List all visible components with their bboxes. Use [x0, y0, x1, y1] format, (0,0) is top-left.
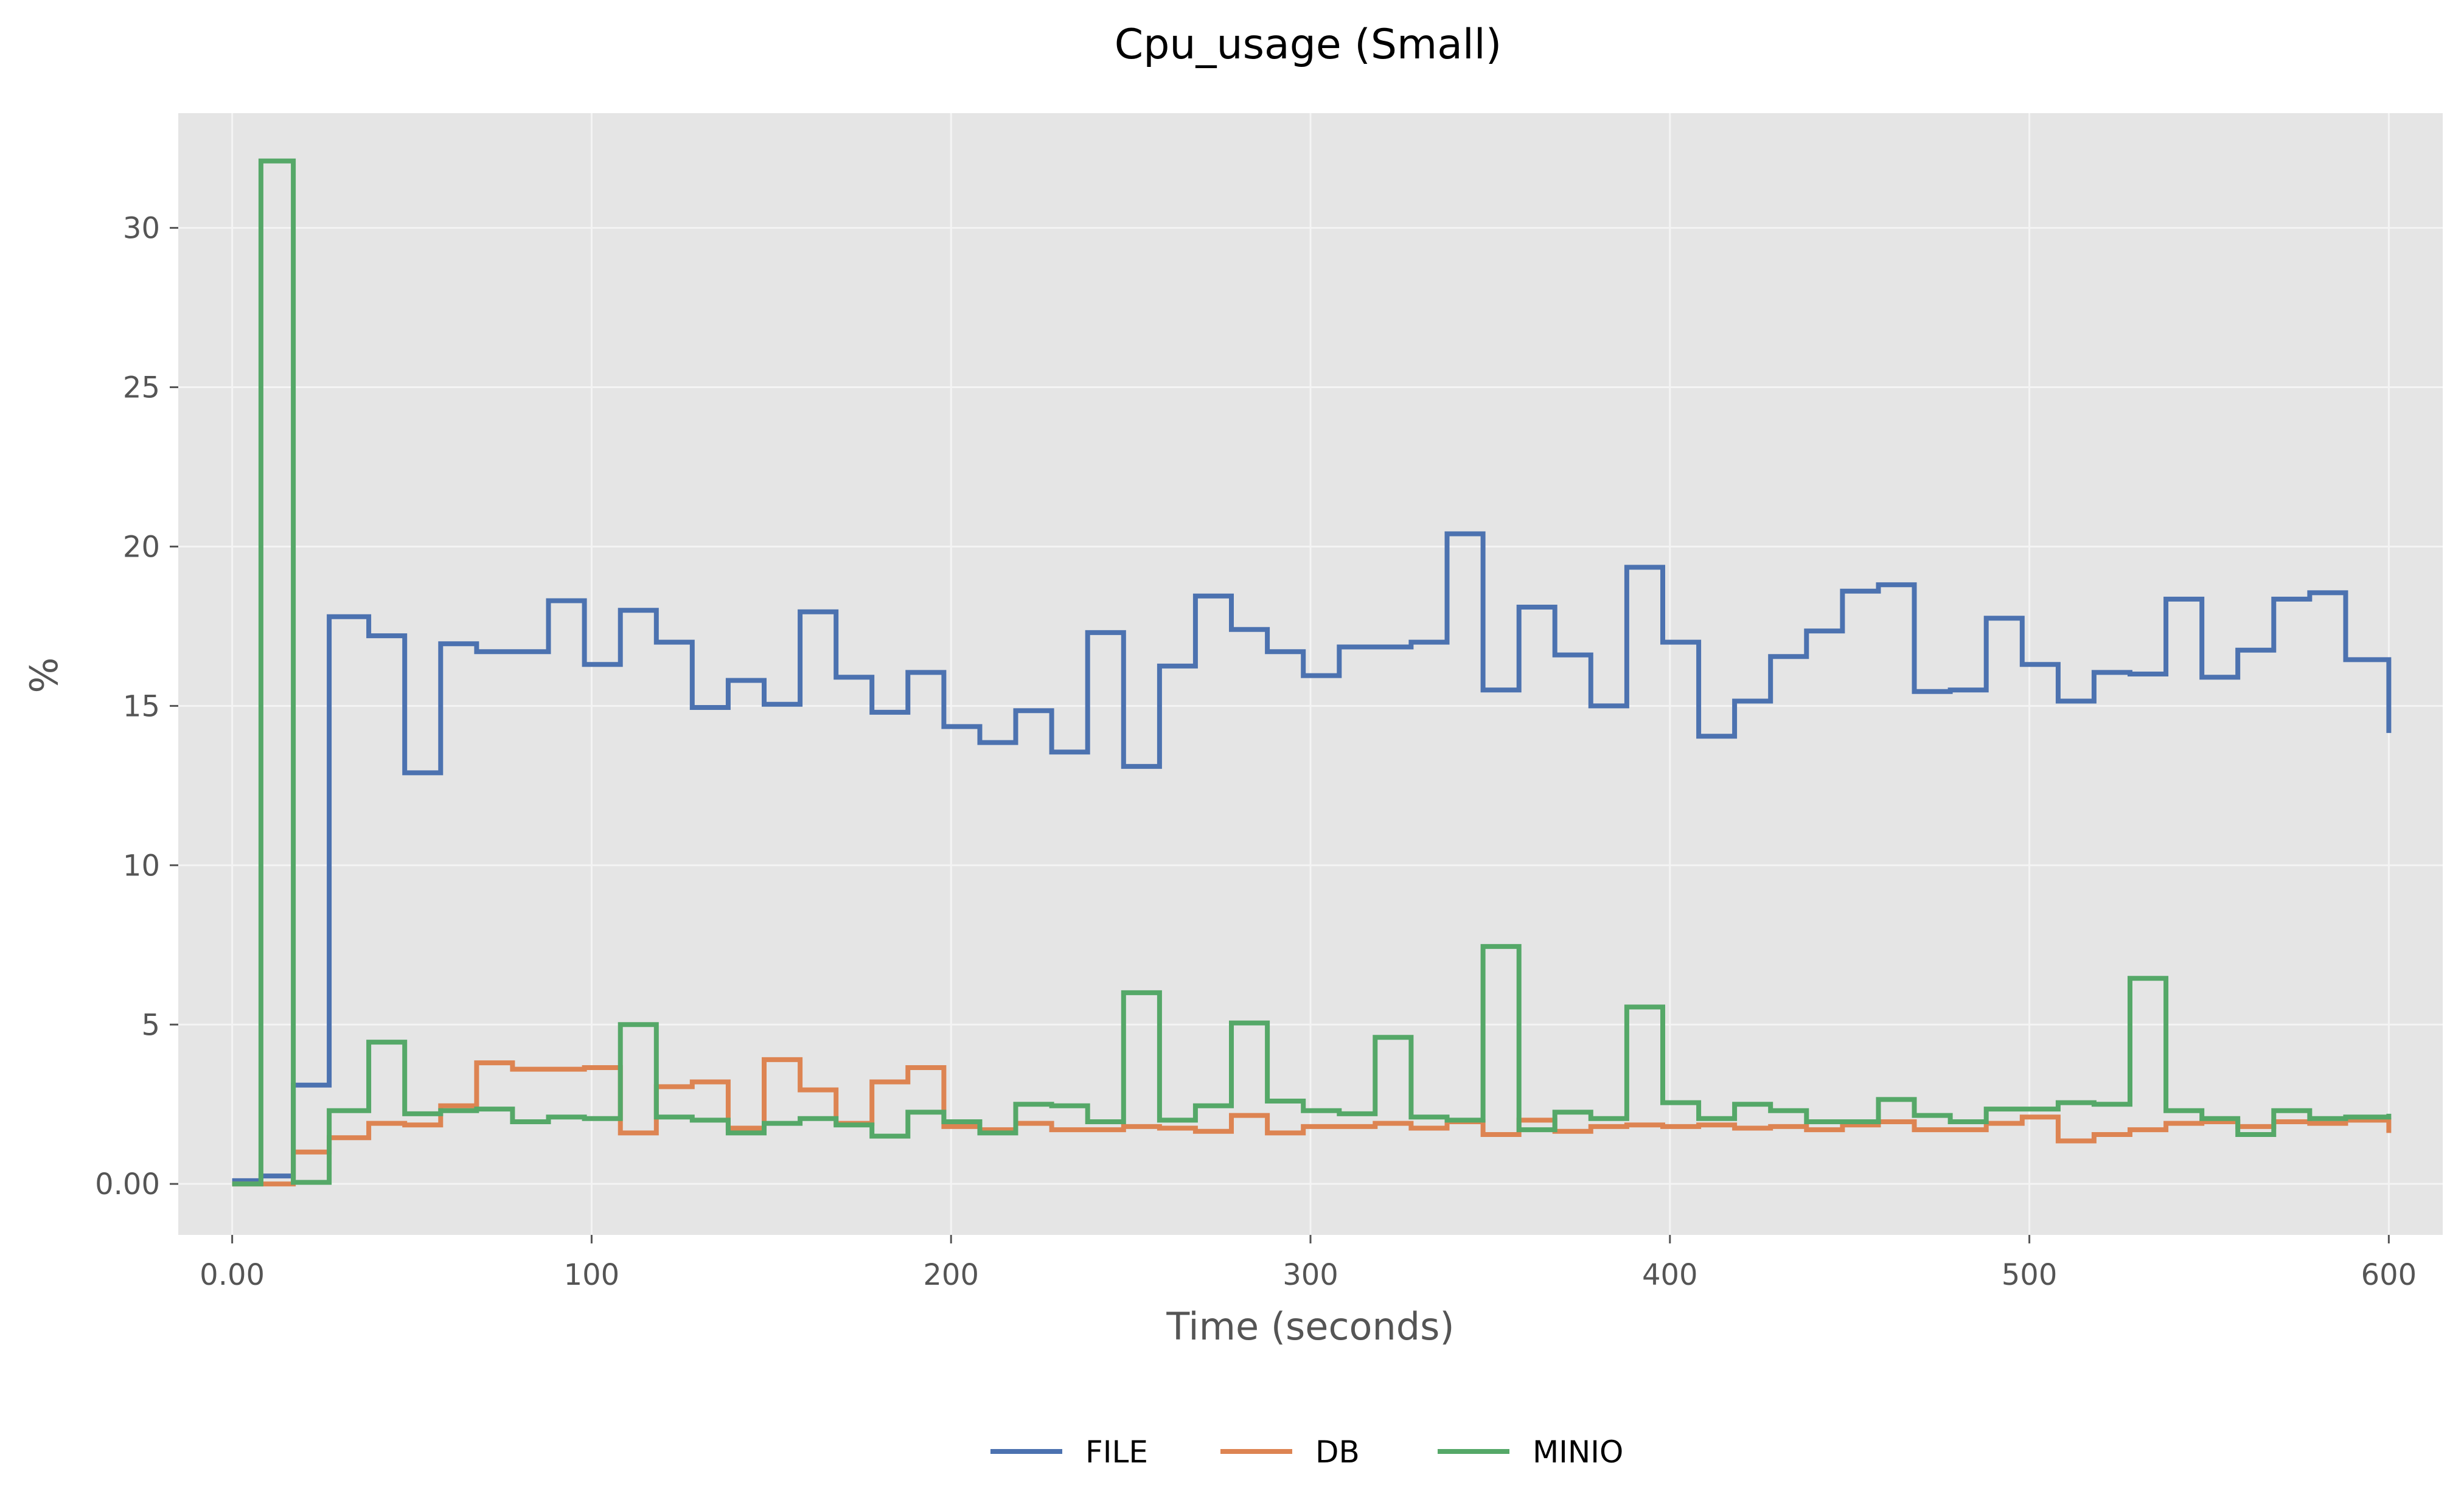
x-tick-label: 100 — [564, 1258, 620, 1292]
y-tick-label: 25 — [123, 371, 160, 405]
y-tick-label: 5 — [141, 1008, 160, 1042]
y-axis-label: % — [22, 658, 66, 693]
y-tick-label: 20 — [123, 530, 160, 564]
y-tick-label: 15 — [123, 689, 160, 723]
y-tick-label: 10 — [123, 849, 160, 883]
x-tick-label: 300 — [1282, 1258, 1338, 1292]
y-axis-ticks: 0.00 5 10 15 20 25 30 — [95, 212, 178, 1201]
legend: FILE DB MINIO — [990, 1434, 1623, 1470]
x-tick-label: 0.00 — [200, 1258, 265, 1292]
y-tick-label: 0.00 — [95, 1167, 160, 1201]
grid-lines — [178, 113, 2443, 1235]
x-tick-label: 500 — [2002, 1258, 2058, 1292]
legend-label-db: DB — [1315, 1434, 1360, 1470]
y-tick-label: 30 — [123, 212, 160, 246]
series-line-file — [232, 531, 2392, 1183]
x-axis-label: Time (seconds) — [1166, 1304, 1454, 1349]
x-axis-ticks: 0.00 100 200 300 400 500 600 — [200, 1235, 2417, 1292]
x-tick-label: 600 — [2361, 1258, 2417, 1292]
legend-label-minio: MINIO — [1533, 1434, 1623, 1470]
series-line-minio — [232, 158, 2392, 1187]
x-tick-label: 400 — [1642, 1258, 1698, 1292]
x-tick-label: 200 — [923, 1258, 979, 1292]
series-lines — [232, 158, 2392, 1187]
chart-title: Cpu_usage (Small) — [1115, 21, 1502, 69]
legend-label-file: FILE — [1085, 1434, 1148, 1470]
